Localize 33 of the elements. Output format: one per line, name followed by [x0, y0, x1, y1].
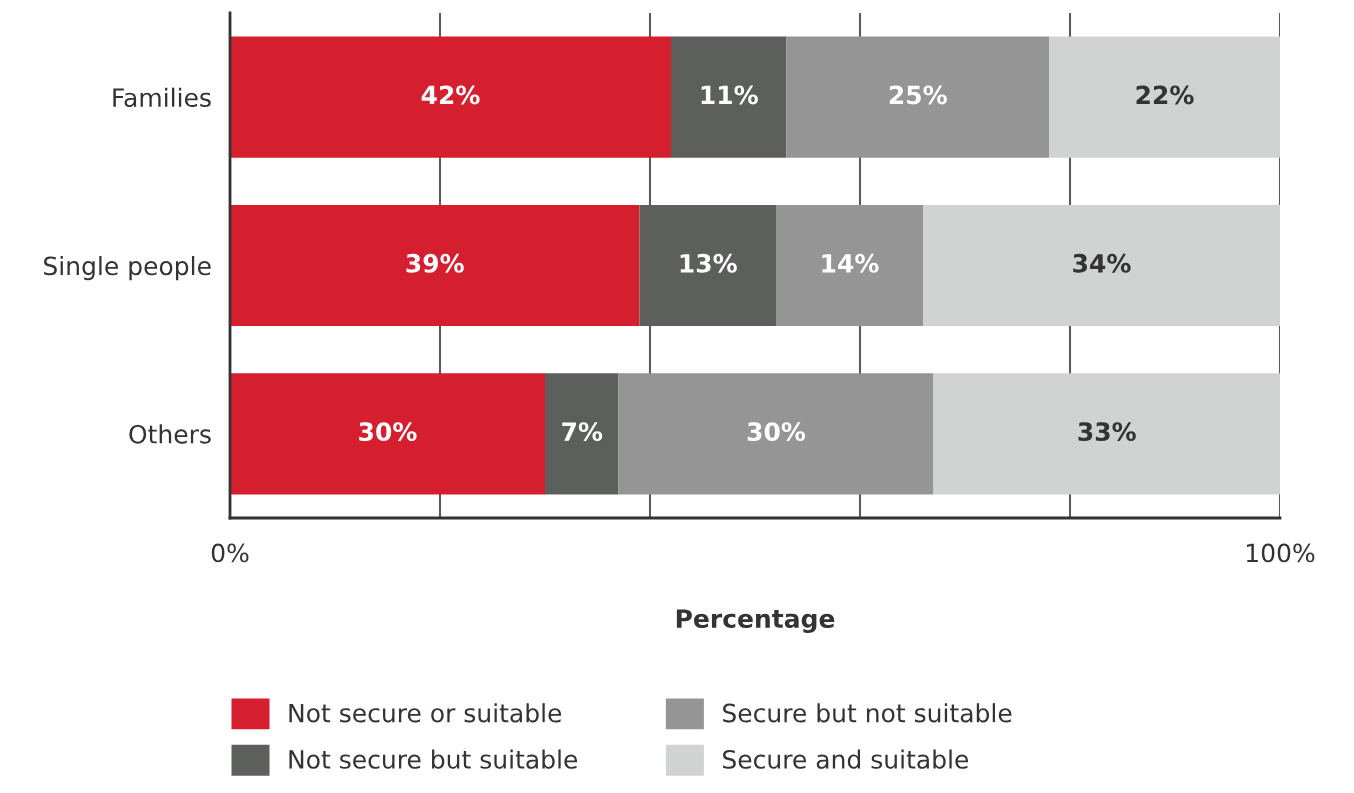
- x-tick-label: 0%: [211, 543, 249, 563]
- bar: [776, 204, 923, 327]
- bar: [786, 36, 1049, 158]
- data-label: 42%: [421, 85, 480, 105]
- y-tick-label: Single people: [44, 256, 211, 281]
- y-tick-label: Others: [129, 424, 211, 444]
- legend-label: Secure but not suitable: [723, 703, 1012, 723]
- data-label: 25%: [889, 85, 947, 105]
- data-label: 30%: [359, 422, 417, 442]
- legend-label: Secure and suitable: [723, 749, 969, 769]
- bar: [230, 204, 640, 327]
- legend-label: Not secure or suitable: [289, 703, 562, 723]
- bar: [923, 204, 1280, 327]
- data-label: 13%: [680, 253, 737, 273]
- data-label: 33%: [1078, 422, 1136, 442]
- bar: [230, 36, 671, 158]
- x-tick-label: 100%: [1247, 543, 1315, 563]
- data-label: 34%: [1073, 253, 1131, 273]
- data-label: 11%: [701, 85, 758, 105]
- bar: [1049, 36, 1280, 158]
- bar: [230, 373, 545, 495]
- bar: [545, 373, 619, 495]
- data-label: 7%: [562, 422, 603, 442]
- data-label: 14%: [822, 253, 879, 273]
- x-axis-title: Percentage: [676, 609, 835, 634]
- bar: [933, 373, 1280, 495]
- legend-label: Not secure but suitable: [289, 749, 578, 769]
- bar: [618, 373, 934, 495]
- data-label: 30%: [747, 422, 806, 442]
- data-label: 39%: [406, 253, 464, 273]
- data-label: 22%: [1136, 85, 1194, 105]
- y-tick-label: Families: [113, 87, 211, 108]
- bar: [671, 36, 787, 158]
